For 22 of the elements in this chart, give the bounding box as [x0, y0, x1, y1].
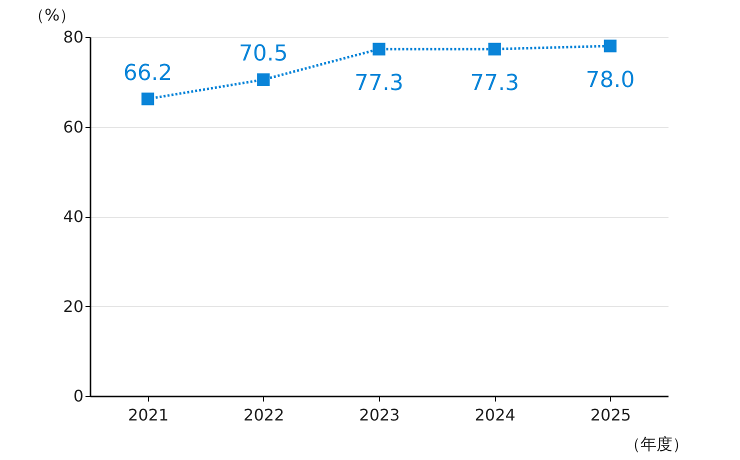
x-tick-label: 2025 [590, 406, 632, 424]
point [604, 40, 617, 52]
y-tick-label: 60 [63, 117, 84, 136]
point [257, 73, 270, 86]
x-tick-label: 2024 [474, 406, 516, 424]
data-label: 66.2 [123, 60, 172, 86]
point [141, 92, 154, 106]
y-tick-label: 40 [63, 207, 84, 226]
data-label: 70.5 [238, 42, 288, 67]
x-tick-label: 2022 [244, 406, 284, 424]
y-tick-label: 20 [63, 296, 84, 316]
x-axis-title: （年度） [624, 434, 688, 454]
x-tick-label: 2021 [128, 406, 169, 424]
data-label: 77.3 [470, 71, 520, 96]
data-label: 77.3 [354, 71, 404, 96]
y-axis-title: （%） [28, 6, 76, 24]
y-tick-label: 80 [63, 28, 84, 46]
point [372, 42, 386, 56]
y-tick-label: 0 [73, 386, 84, 406]
x-tick-label: 2023 [359, 406, 400, 424]
data-label: 78.0 [586, 68, 635, 93]
point [488, 42, 501, 56]
